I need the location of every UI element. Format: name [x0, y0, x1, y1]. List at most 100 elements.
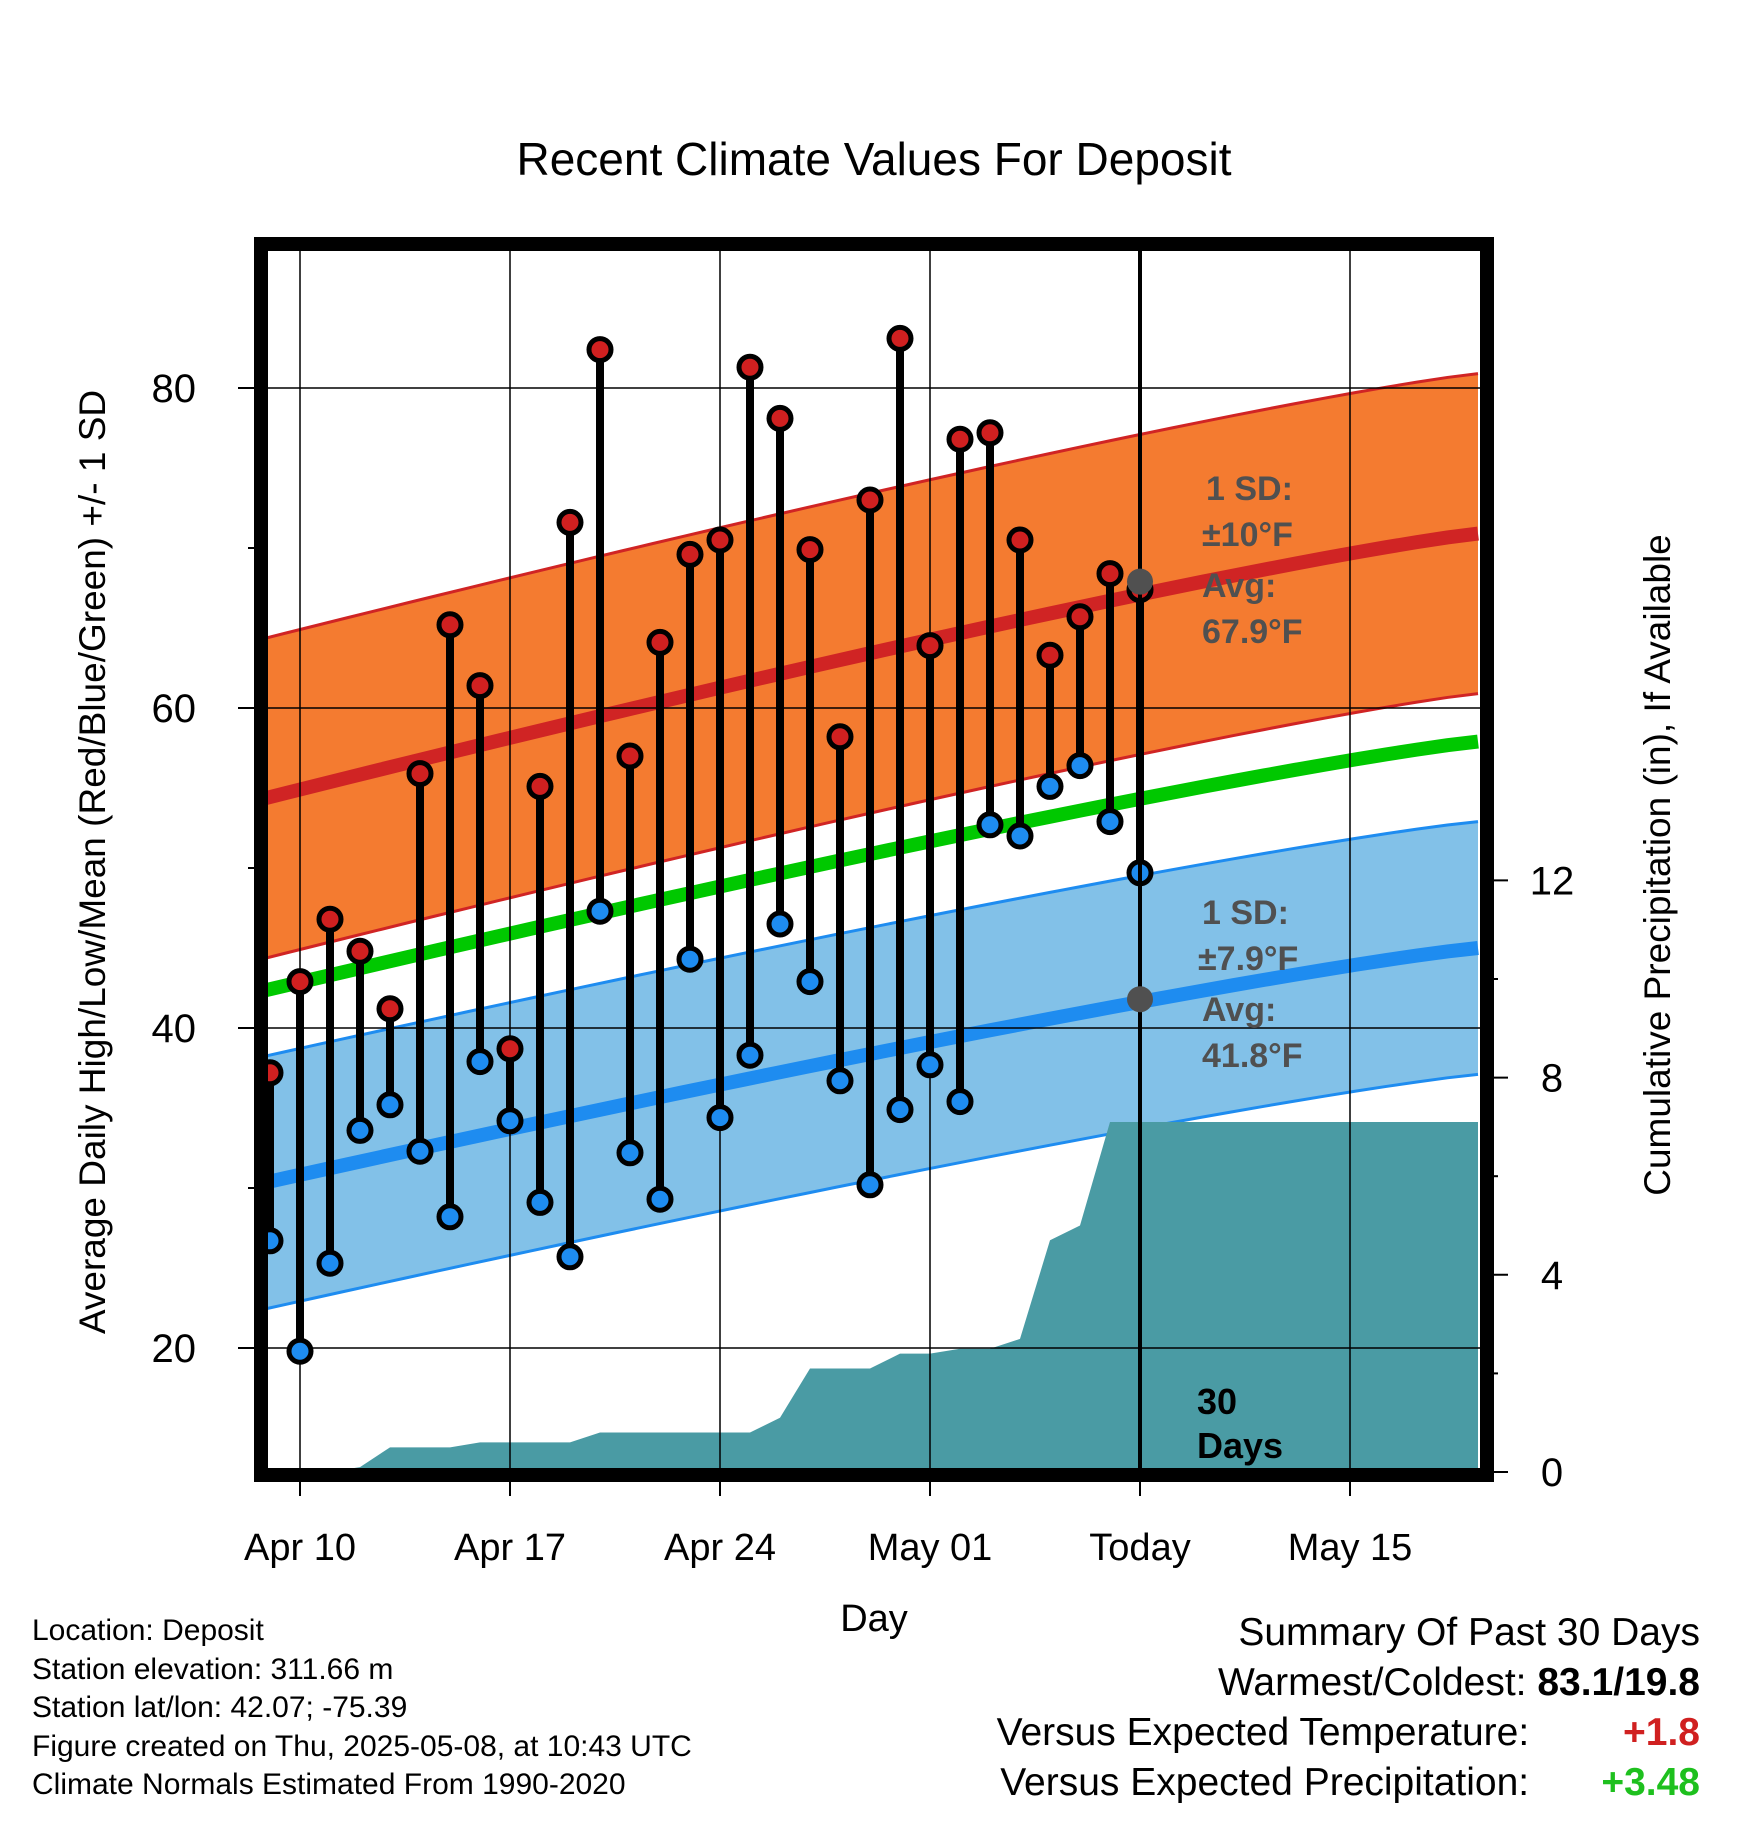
- warmest-label: Warmest/Coldest:: [1218, 1661, 1527, 1704]
- y2-tick-label: 12: [1530, 859, 1575, 903]
- daily-high-point: [976, 419, 1004, 447]
- plot-frame: [254, 237, 1494, 1482]
- daily-high-point: [556, 508, 584, 536]
- high-avg-label: Avg:: [1202, 567, 1276, 605]
- y2-tick-label: 8: [1541, 1057, 1563, 1101]
- precip-deviation-label: Versus Expected Precipitation:: [1000, 1761, 1530, 1804]
- x-tick-label: Apr 10: [244, 1527, 356, 1569]
- low-avg-label: Avg:: [1202, 991, 1276, 1029]
- daily-low-point: [466, 1048, 494, 1076]
- daily-low-point: [526, 1188, 554, 1216]
- daily-low-point: [1096, 808, 1124, 836]
- precip-deviation-value: +3.48: [1601, 1761, 1700, 1804]
- temp-deviation-label: Versus Expected Temperature:: [996, 1711, 1530, 1754]
- y2-tick-label: 0: [1541, 1451, 1563, 1495]
- daily-low-point: [286, 1337, 314, 1365]
- today-high-avg-point: [1127, 568, 1153, 595]
- daily-low-point: [976, 811, 1004, 839]
- daily-high-point: [586, 336, 614, 364]
- daily-high-point: [268, 1059, 284, 1087]
- daily-high-point: [1066, 603, 1094, 631]
- low-sd-value: ±7.9°F: [1198, 940, 1298, 978]
- daily-high-point: [646, 628, 674, 656]
- daily-high-point: [406, 760, 434, 788]
- low-sd-label: 1 SD:: [1202, 894, 1289, 932]
- daily-high-point: [706, 526, 734, 554]
- summary-warmest-row: Warmest/Coldest: 83.1/19.8: [997, 1658, 1700, 1708]
- daily-low-point: [406, 1137, 434, 1165]
- y-tick-label: 60: [152, 687, 197, 731]
- y-tick-label: 40: [152, 1007, 197, 1051]
- daily-low-point: [436, 1203, 464, 1231]
- cumulative-precip-area: [354, 1121, 1478, 1468]
- temp-deviation-value: +1.8: [1623, 1711, 1700, 1754]
- daily-high-point: [796, 536, 824, 564]
- daily-low-point: [796, 968, 824, 996]
- summary-panel: Summary Of Past 30 Days Warmest/Coldest:…: [997, 1608, 1700, 1808]
- chart-title: Recent Climate Values For Deposit: [517, 133, 1232, 185]
- y2-tick-label: 4: [1541, 1254, 1563, 1298]
- x-tick-label: Today: [1089, 1527, 1190, 1569]
- daily-high-point: [916, 632, 944, 660]
- daily-low-point: [616, 1139, 644, 1167]
- daily-low-point: [1006, 822, 1034, 850]
- daily-high-point: [436, 611, 464, 639]
- daily-low-point: [496, 1107, 524, 1135]
- daily-low-point: [646, 1185, 674, 1213]
- x-tick-label: May 15: [1288, 1527, 1413, 1569]
- daily-high-point: [946, 425, 974, 453]
- created-text: Figure created on Thu, 2025-05-08, at 10…: [32, 1729, 692, 1763]
- summary-title: Summary Of Past 30 Days: [1238, 1611, 1700, 1654]
- daily-high-point: [466, 672, 494, 700]
- daily-low-point: [268, 1227, 284, 1255]
- daily-low-point: [826, 1067, 854, 1095]
- daily-high-point: [1096, 560, 1124, 588]
- daily-high-point: [526, 772, 554, 800]
- latlon-text: Station lat/lon: 42.07; -75.39: [32, 1691, 408, 1724]
- y2-axis-label: Cumulative Precipitation (in), If Availa…: [1637, 534, 1678, 1196]
- daily-high-point: [1036, 641, 1064, 669]
- daily-high-point: [496, 1035, 524, 1063]
- station-metadata: Location: Deposit Station elevation: 311…: [32, 1612, 692, 1805]
- today-days-label-line2: Days: [1197, 1425, 1283, 1466]
- today-days-label-line1: 30: [1197, 1381, 1237, 1422]
- y-tick-label: 80: [152, 367, 197, 411]
- daily-low-point: [916, 1051, 944, 1079]
- daily-high-point: [316, 905, 344, 933]
- daily-low-point: [1066, 752, 1094, 780]
- daily-high-point: [766, 404, 794, 432]
- x-axis-label: Day: [840, 1598, 908, 1640]
- high-avg-value: 67.9°F: [1202, 613, 1303, 651]
- daily-low-point: [346, 1116, 374, 1144]
- y-axis-label: Average Daily High/Low/Mean (Red/Blue/Gr…: [72, 390, 113, 1334]
- plot-area: 1 SD: ±10°F Avg: 67.9°F 1 SD: ±7.9°F Avg: 41.8°…: [268, 251, 1480, 1468]
- high-sd-label: 1 SD:: [1206, 470, 1293, 508]
- daily-low-point: [946, 1088, 974, 1116]
- high-sd-value: ±10°F: [1202, 516, 1293, 554]
- daily-low-point: [886, 1096, 914, 1124]
- warmest-value: 83.1/19.8: [1537, 1661, 1700, 1704]
- x-tick-label: Apr 24: [664, 1527, 776, 1569]
- summary-precip-row: Versus Expected Precipitation: +3.48: [997, 1758, 1700, 1808]
- daily-high-point: [736, 353, 764, 381]
- daily-high-point: [376, 995, 404, 1023]
- y-tick-label: 20: [152, 1327, 197, 1371]
- summary-temp-row: Versus Expected Temperature: +1.8: [997, 1708, 1700, 1758]
- daily-high-point: [286, 968, 314, 996]
- daily-low-point: [736, 1041, 764, 1069]
- daily-low-point: [676, 945, 704, 973]
- daily-high-point: [1006, 526, 1034, 554]
- low-avg-value: 41.8°F: [1202, 1037, 1303, 1075]
- daily-high-point: [676, 540, 704, 568]
- location-text: Location: Deposit: [32, 1614, 264, 1647]
- normals-text: Climate Normals Estimated From 1990-2020: [32, 1768, 626, 1801]
- daily-high-point: [616, 742, 644, 770]
- daily-low-point: [1036, 772, 1064, 800]
- daily-high-point: [826, 723, 854, 751]
- daily-low-point: [376, 1091, 404, 1119]
- daily-low-point: [556, 1243, 584, 1271]
- today-low-avg-point: [1127, 986, 1153, 1013]
- daily-low-point: [706, 1104, 734, 1132]
- elevation-text: Station elevation: 311.66 m: [32, 1652, 394, 1686]
